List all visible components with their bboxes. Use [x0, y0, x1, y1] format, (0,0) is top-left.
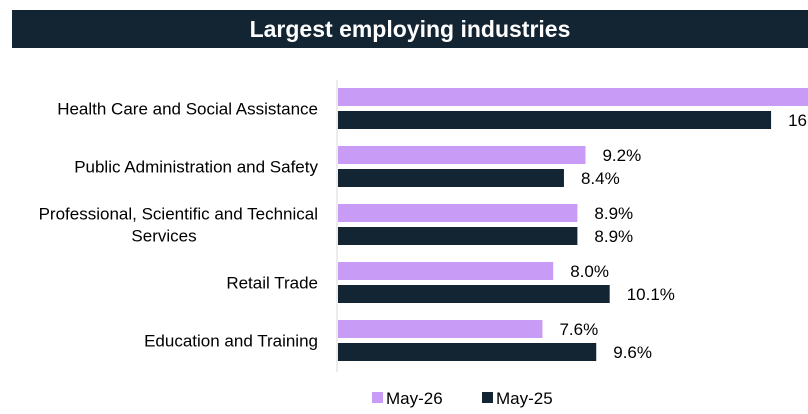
category-label: Professional, Scientific and Technical — [39, 205, 318, 224]
data-label: 8.9% — [594, 204, 633, 223]
category-label: Education and Training — [144, 332, 318, 351]
data-label: 8.9% — [594, 227, 633, 246]
legend-label: May-25 — [496, 389, 553, 408]
bar-may-25 — [338, 227, 578, 245]
bar-may-25 — [338, 169, 564, 187]
bar-may-26 — [338, 204, 578, 222]
data-label: 10.1% — [627, 285, 675, 304]
category-label: Health Care and Social Assistance — [57, 100, 318, 119]
legend-swatch-may-25 — [482, 392, 493, 403]
data-label: 7.6% — [559, 320, 598, 339]
bar-may-25 — [338, 343, 597, 361]
category-label: Retail Trade — [226, 274, 318, 293]
legend-swatch-may-26 — [372, 392, 383, 403]
chart-title: Largest employing industries — [249, 15, 571, 42]
category-label: Services — [131, 227, 196, 246]
bar-may-26 — [338, 88, 808, 106]
chart-title-bar: Largest employing industries — [12, 10, 808, 48]
bar-may-26 — [338, 262, 554, 280]
bar-may-25 — [338, 285, 610, 303]
data-label: 8.0% — [570, 262, 609, 281]
data-label: 8.4% — [581, 169, 620, 188]
bar-may-26 — [338, 320, 543, 338]
data-label: 9.6% — [613, 343, 652, 362]
data-label: 16.1% — [788, 111, 808, 130]
bar-may-26 — [338, 146, 586, 164]
data-label: 9.2% — [602, 146, 641, 165]
legend-label: May-26 — [386, 389, 443, 408]
bar-may-25 — [338, 111, 772, 129]
category-label: Public Administration and Safety — [74, 158, 318, 177]
